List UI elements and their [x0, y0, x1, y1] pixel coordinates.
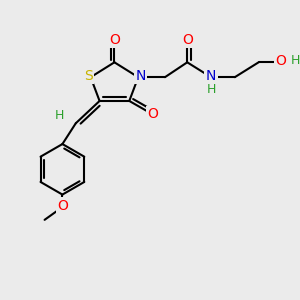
Text: O: O: [275, 54, 286, 68]
Text: O: O: [182, 33, 193, 47]
Text: H: H: [55, 109, 64, 122]
Text: H: H: [206, 83, 216, 96]
Text: N: N: [206, 69, 216, 83]
Text: O: O: [148, 107, 158, 121]
Text: S: S: [84, 69, 93, 83]
Text: H: H: [291, 54, 300, 67]
Text: N: N: [135, 69, 146, 83]
Text: O: O: [57, 199, 68, 213]
Text: O: O: [109, 33, 120, 47]
